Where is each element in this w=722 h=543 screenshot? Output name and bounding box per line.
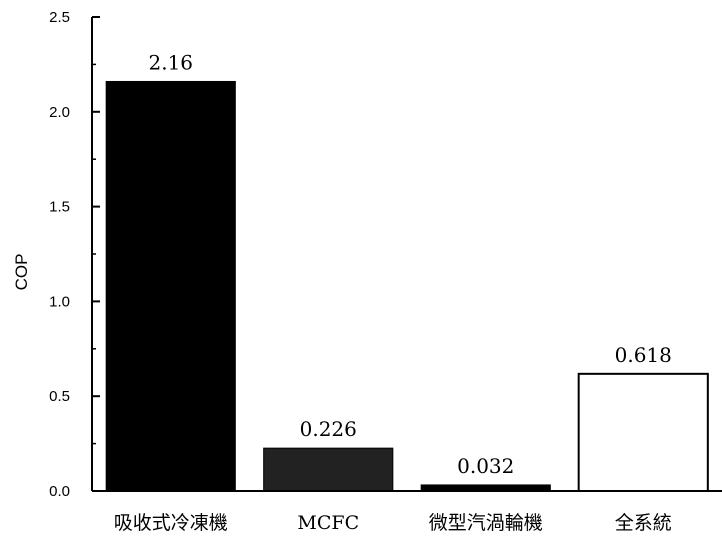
y-tick-label: 1.0 [49, 293, 70, 310]
category-label-3: 全系統 [615, 512, 672, 534]
category-label-2: 微型汽渦輪機 [429, 512, 543, 534]
bars [105, 80, 709, 493]
bar-0 [105, 80, 236, 492]
category-labels: 吸收式冷凍機 MCFC 微型汽渦輪機 全系統 [114, 512, 672, 534]
value-label-0: 2.16 [148, 50, 193, 74]
category-label-0: 吸收式冷凍機 [114, 512, 228, 534]
y-tick-label: 1.5 [49, 199, 70, 216]
y-axis: 0.0 0.5 1.0 1.5 2.0 2.5 [49, 9, 100, 500]
y-tick-label: 2.5 [49, 9, 70, 26]
value-label-2: 0.032 [457, 454, 514, 478]
value-label-1: 0.226 [300, 417, 357, 441]
category-label-1: MCFC [297, 512, 359, 534]
value-label-3: 0.618 [615, 343, 672, 367]
bar-1 [263, 447, 394, 492]
y-tick-label: 2.0 [49, 104, 70, 121]
y-tick-label: 0.0 [49, 483, 70, 500]
value-labels: 2.16 0.226 0.032 0.618 [148, 50, 671, 477]
y-axis-title: COP [12, 254, 31, 291]
y-tick-label: 0.5 [49, 388, 70, 405]
bar-3 [577, 372, 709, 493]
